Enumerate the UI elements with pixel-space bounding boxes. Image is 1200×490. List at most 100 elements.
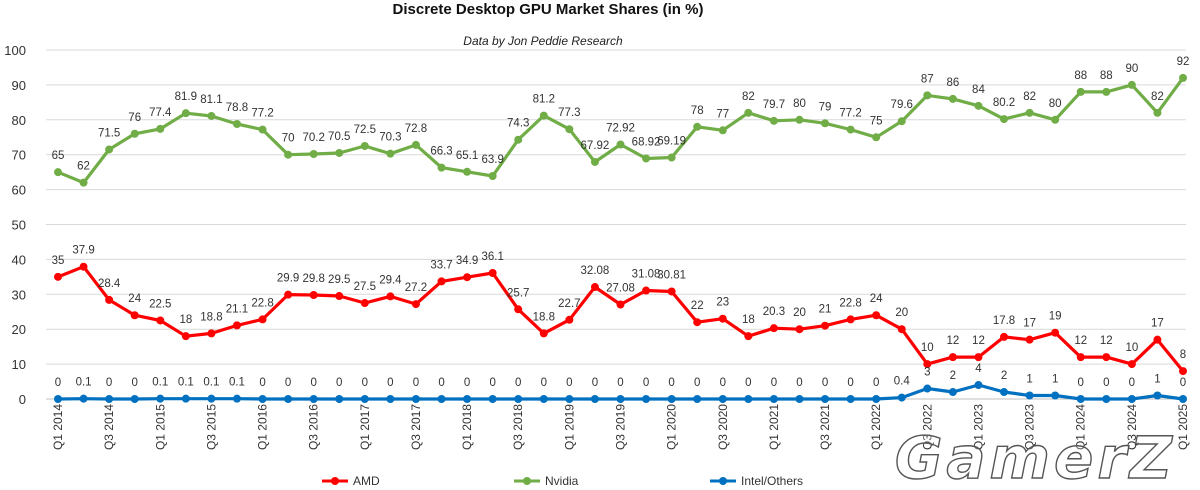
x-tick-label: Q3 2020 [716, 404, 730, 450]
nvidia-data-label: 77.2 [251, 108, 273, 120]
amd-point [488, 269, 497, 278]
amd-data-label: 20.3 [763, 306, 785, 318]
y-tick-label: 90 [12, 78, 26, 93]
intel-others-point [769, 395, 778, 403]
intel-others-data-label: 1 [1154, 374, 1160, 386]
intel-others-data-label: 0.1 [152, 377, 168, 389]
intel-others-data-label: 0 [1129, 377, 1135, 389]
amd-data-label: 8 [1180, 349, 1186, 361]
nvidia-data-label: 92 [1177, 56, 1190, 68]
nvidia-data-label: 77.2 [839, 108, 861, 120]
intel-others-data-label: 0 [847, 377, 853, 389]
amd-point [386, 292, 395, 301]
intel-others-point [693, 395, 702, 403]
nvidia-point [1127, 80, 1136, 89]
nvidia-point [437, 163, 446, 172]
intel-others-data-label: 0 [771, 377, 777, 389]
nvidia-data-label: 75 [870, 115, 883, 127]
intel-others-point [642, 395, 651, 403]
intel-others-point [54, 395, 62, 403]
amd-data-label: 24 [128, 293, 141, 305]
nvidia-point [309, 150, 318, 159]
intel-others-point [1000, 388, 1009, 397]
nvidia-data-label: 71.5 [98, 127, 120, 139]
amd-point [974, 353, 983, 362]
nvidia-point [642, 154, 651, 163]
amd-point [948, 353, 957, 362]
amd-point [181, 332, 190, 341]
x-tick-label: Q3 2021 [818, 404, 832, 450]
intel-others-data-label: 0 [617, 377, 623, 389]
intel-others-point [156, 394, 165, 403]
x-tick-label: Q3 2023 [1023, 404, 1037, 450]
amd-data-label: 37.9 [72, 245, 94, 257]
amd-data-label: 18 [742, 314, 755, 326]
nvidia-data-label: 88 [1100, 70, 1113, 82]
nvidia-point [1051, 115, 1060, 124]
nvidia-point [181, 109, 190, 118]
nvidia-data-label: 86 [946, 77, 959, 89]
nvidia-point [795, 115, 804, 124]
nvidia-data-label: 80 [793, 98, 806, 110]
amd-point [514, 305, 523, 314]
x-tick-label: Q1 2016 [256, 404, 270, 450]
nvidia-point [872, 133, 881, 142]
nvidia-point [693, 122, 702, 131]
nvidia-point [79, 178, 88, 187]
x-tick-label: Q3 2022 [920, 404, 934, 450]
x-tick-label: Q1 2019 [562, 404, 576, 450]
amd-point [744, 332, 753, 341]
intel-others-point [821, 395, 830, 403]
nvidia-data-label: 81.1 [200, 94, 222, 106]
intel-others-point [335, 395, 344, 403]
intel-others-point [232, 394, 241, 403]
amd-data-label: 22.8 [839, 297, 861, 309]
intel-others-point [181, 394, 190, 403]
amd-point [309, 290, 318, 299]
nvidia-data-label: 78 [691, 105, 704, 117]
amd-data-label: 32.08 [581, 265, 610, 277]
nvidia-point [744, 108, 753, 117]
intel-others-data-label: 0.1 [76, 377, 92, 389]
intel-others-data-label: 0.1 [178, 377, 194, 389]
nvidia-data-label: 76 [128, 112, 141, 124]
y-tick-label: 10 [12, 357, 26, 372]
intel-others-point [258, 395, 267, 403]
intel-others-point [1051, 391, 1060, 400]
intel-others-data-label: 0 [592, 377, 598, 389]
intel-others-point [616, 395, 625, 403]
nvidia-data-label: 65.1 [456, 150, 478, 162]
x-tick-label: Q3 2014 [102, 404, 116, 450]
amd-data-label: 31.08 [632, 269, 661, 281]
amd-data-label: 27.2 [405, 282, 427, 294]
nvidia-point [1000, 115, 1009, 124]
intel-others-data-label: 0 [822, 377, 828, 389]
nvidia-point [54, 168, 62, 177]
amd-point [897, 325, 906, 334]
nvidia-data-label: 62 [77, 161, 90, 173]
amd-point [335, 292, 344, 301]
intel-others-data-label: 1 [1052, 374, 1058, 386]
amd-point [1153, 335, 1162, 344]
y-tick-label: 0 [19, 392, 26, 407]
amd-point [360, 299, 369, 308]
amd-data-label: 21 [819, 304, 832, 316]
nvidia-point [923, 91, 932, 100]
nvidia-point [335, 148, 344, 157]
y-tick-label: 40 [12, 252, 26, 267]
amd-data-label: 29.8 [302, 273, 324, 285]
intel-others-point [718, 395, 727, 403]
amd-point [79, 262, 88, 271]
nvidia-data-label: 63.9 [481, 154, 503, 166]
y-tick-label: 100 [4, 43, 26, 58]
nvidia-data-label: 84 [972, 84, 985, 96]
amd-data-label: 22.5 [149, 298, 171, 310]
intel-others-data-label: 0 [106, 377, 112, 389]
amd-point [105, 295, 114, 304]
intel-others-data-label: 2 [1001, 370, 1007, 382]
intel-others-point [1127, 395, 1136, 403]
intel-others-point [1025, 391, 1034, 400]
amd-data-label: 22.7 [558, 298, 580, 310]
legend-intel-others-label: Intel/Others [741, 474, 803, 488]
x-axis-ticks: Q1 2014 Q3 2014 Q1 2015 Q3 2015 Q1 2016 Q3 20… [51, 404, 1190, 450]
